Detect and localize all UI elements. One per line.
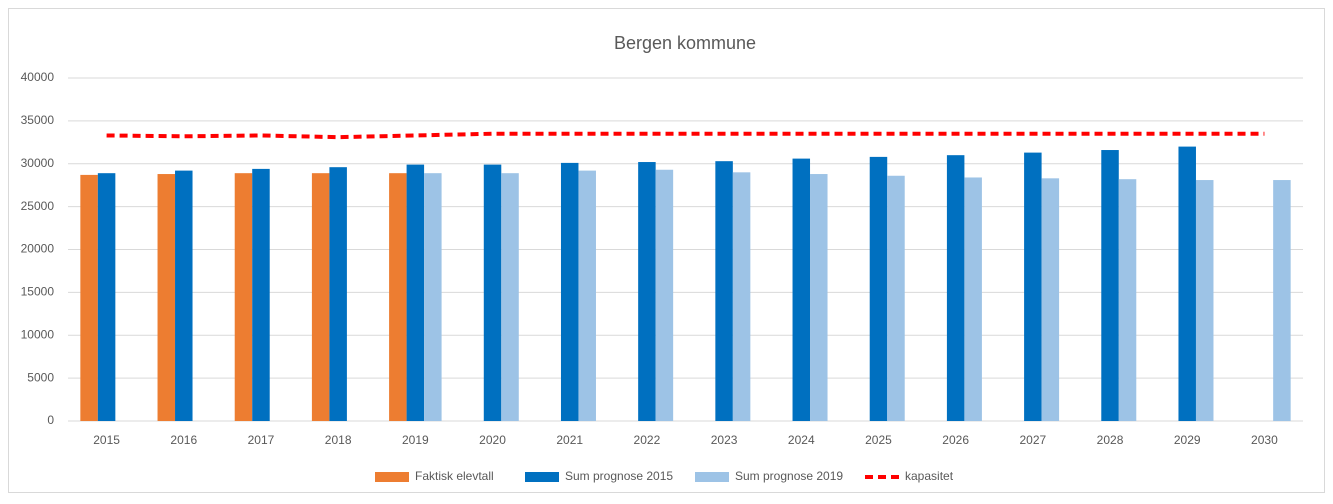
x-tick-label: 2030 — [1251, 433, 1278, 447]
legend-swatch — [525, 472, 559, 482]
bar — [1178, 146, 1196, 421]
x-tick-label: 2023 — [711, 433, 738, 447]
bar — [810, 174, 828, 421]
y-tick-label: 35000 — [21, 113, 55, 127]
bar — [715, 161, 733, 422]
x-tick-label: 2018 — [325, 433, 352, 447]
y-tick-label: 10000 — [21, 327, 55, 341]
y-tick-label: 30000 — [21, 156, 55, 170]
x-tick-label: 2020 — [479, 433, 506, 447]
bar — [80, 174, 98, 421]
y-tick-label: 25000 — [21, 199, 55, 213]
y-tick-label: 0 — [47, 413, 54, 427]
bar — [869, 156, 888, 421]
bar — [1101, 150, 1119, 421]
y-tick-label: 5000 — [27, 370, 54, 384]
bar — [964, 177, 982, 421]
bar — [234, 173, 253, 421]
bar — [501, 173, 519, 421]
bar — [1024, 152, 1042, 422]
legend-label: kapasitet — [905, 469, 954, 483]
x-tick-label: 2022 — [634, 433, 661, 447]
x-tick-label: 2029 — [1174, 433, 1201, 447]
bar — [1118, 179, 1137, 421]
bar — [175, 170, 193, 421]
x-tick-label: 2017 — [248, 433, 275, 447]
y-tick-label: 40000 — [21, 70, 55, 84]
x-tick-label: 2015 — [93, 433, 120, 447]
x-tick-label: 2026 — [942, 433, 969, 447]
bar — [578, 170, 596, 421]
bar — [97, 173, 116, 421]
bar — [1195, 180, 1214, 421]
line — [106, 131, 1265, 140]
legend-label: Faktisk elevtall — [415, 469, 494, 483]
bar — [792, 158, 811, 422]
bar — [887, 175, 905, 421]
chart-title: Bergen kommune — [614, 33, 756, 53]
bar — [424, 173, 442, 421]
bar — [560, 162, 579, 421]
bar — [389, 173, 407, 421]
x-tick-label: 2021 — [556, 433, 583, 447]
bar — [311, 173, 330, 421]
x-tick-label: 2024 — [788, 433, 815, 447]
bar — [638, 162, 656, 421]
bar — [655, 169, 674, 421]
bar — [406, 164, 425, 422]
y-tick-label: 20000 — [21, 242, 55, 256]
bar — [1041, 178, 1060, 421]
bar — [252, 168, 270, 421]
bar — [946, 155, 965, 422]
bar — [732, 172, 751, 421]
bar — [329, 167, 347, 421]
legend-swatch — [375, 472, 409, 482]
x-tick-label: 2027 — [1019, 433, 1046, 447]
x-tick-label: 2028 — [1097, 433, 1124, 447]
bar — [157, 174, 176, 421]
bar — [1273, 180, 1291, 421]
legend-swatch — [695, 472, 729, 482]
x-tick-label: 2019 — [402, 433, 429, 447]
y-tick-label: 15000 — [21, 285, 55, 299]
legend-label: Sum prognose 2019 — [735, 469, 843, 483]
legend-label: Sum prognose 2015 — [565, 469, 673, 483]
x-tick-label: 2016 — [170, 433, 197, 447]
bar — [483, 164, 502, 422]
x-tick-label: 2025 — [865, 433, 892, 447]
